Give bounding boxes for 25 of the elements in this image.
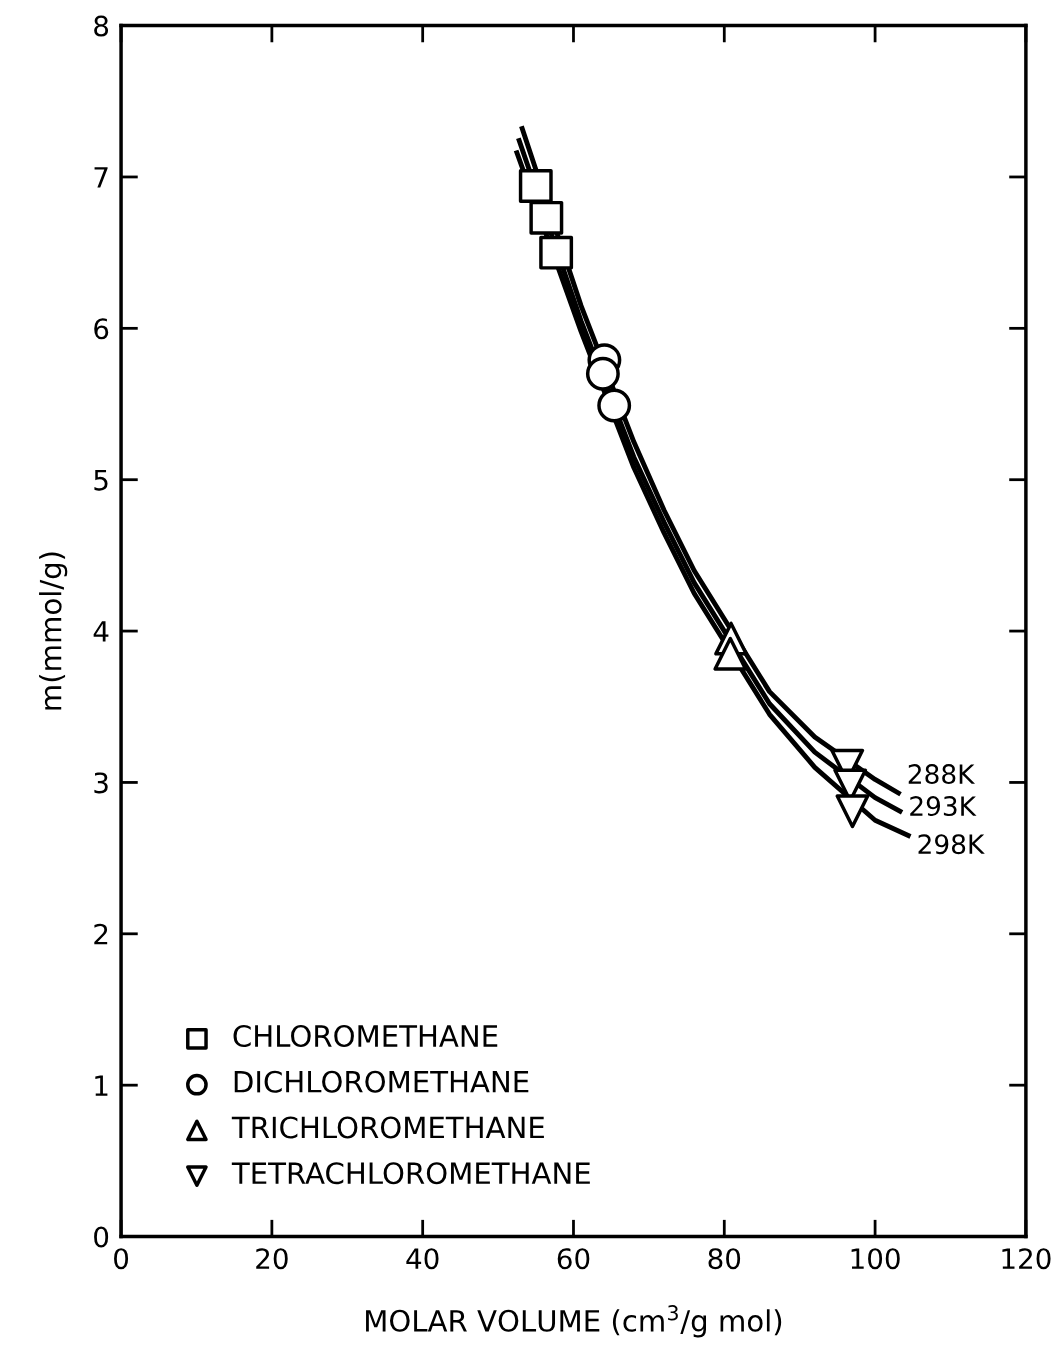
y-tick-label: 1 [95,1075,108,1096]
y-tick-label: 8 [94,15,109,37]
x-tick-label: 60 [557,1248,590,1270]
x-tick-label: 80 [708,1248,741,1270]
x-tick-label: 120 [1002,1248,1051,1270]
legend-label: TRICHLOROMETHANE [231,1116,544,1139]
legend-label: DICHLOROMETHANE [234,1070,529,1093]
y-tick-label: 6 [94,318,109,340]
y-tick-label: 3 [94,772,108,794]
series-label: 298K [918,834,985,855]
x-tick-label: 100 [851,1248,900,1270]
y-tick-label: 4 [93,621,109,642]
y-tick-label: 2 [94,923,108,945]
y-tick-label: 5 [94,470,108,491]
series-label: 293K [910,796,977,817]
x-axis-title: MOLAR VOLUME (cm$^{3}$/g mol) [366,1305,782,1338]
y-axis-title: m(mmol/g) [39,552,68,710]
legend-label: TETRACHLOROMETHANE [231,1162,590,1185]
x-tick-label: 20 [256,1248,288,1270]
series-label: 288K [908,764,976,785]
x-tick-label: 0 [114,1248,129,1270]
x-tick-label: 40 [406,1248,439,1270]
y-tick-label: 0 [94,1226,109,1248]
legend-label: CHLOROMETHANE [233,1024,498,1048]
y-tick-label: 7 [94,167,108,188]
